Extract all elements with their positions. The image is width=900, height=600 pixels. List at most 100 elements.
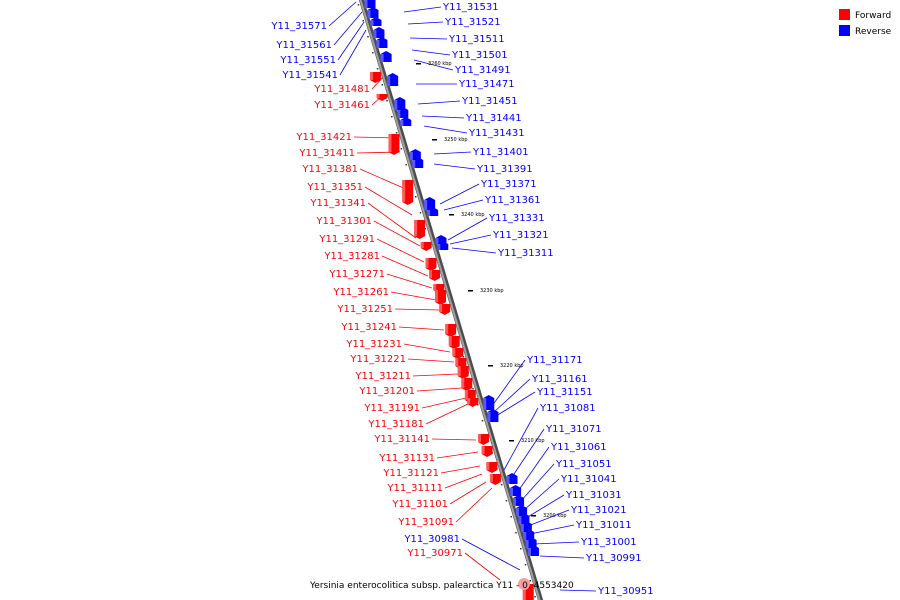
gene-forward[interactable] [467, 398, 479, 407]
gene-label-reverse[interactable]: Y11_31061 [550, 442, 607, 453]
gene-label-forward[interactable]: Y11_31241 [340, 322, 397, 333]
gene-reverse[interactable] [394, 97, 406, 110]
gene-label-reverse[interactable]: Y11_31491 [454, 65, 511, 76]
gene-reverse[interactable] [397, 107, 409, 118]
gene-label-reverse[interactable]: Y11_31471 [458, 79, 515, 90]
gene-reverse[interactable] [400, 117, 412, 126]
gene-label-reverse[interactable]: Y11_31331 [488, 213, 545, 224]
gene-forward[interactable] [486, 462, 498, 473]
gene-label-reverse[interactable]: Y11_31011 [575, 520, 632, 531]
gene-label-reverse[interactable]: Y11_31521 [444, 17, 501, 28]
gene-reverse[interactable] [387, 73, 399, 86]
gene-label-reverse[interactable]: Y11_31311 [497, 248, 554, 259]
gene-label-reverse[interactable]: Y11_31371 [480, 179, 537, 190]
gene-label-forward[interactable]: Y11_31341 [309, 198, 366, 209]
gene-forward[interactable] [369, 72, 381, 83]
gene-reverse[interactable] [487, 409, 499, 422]
gene-forward[interactable] [376, 94, 388, 101]
gene-label-forward[interactable]: Y11_31201 [358, 386, 415, 397]
gene-forward[interactable] [445, 324, 457, 337]
gene-label-reverse[interactable]: Y11_31171 [526, 355, 583, 366]
gene-reverse[interactable] [523, 529, 535, 540]
gene-label-reverse[interactable]: Y11_31151 [536, 387, 593, 398]
gene-forward[interactable] [448, 336, 460, 349]
gene-label-reverse[interactable]: Y11_31391 [476, 164, 533, 175]
gene-label-forward[interactable]: Y11_31281 [323, 251, 380, 262]
gene-forward[interactable] [461, 378, 473, 391]
gene-forward[interactable] [477, 434, 489, 445]
gene-label-forward[interactable]: Y11_31481 [313, 84, 370, 95]
gene-label-forward[interactable]: Y11_31191 [363, 403, 420, 414]
gene-reverse[interactable] [483, 395, 495, 410]
gene-label-forward[interactable]: Y11_31111 [386, 483, 443, 494]
gene-labels[interactable]: Y11_31481 Y11_31461 Y11_31421 Y11_31411 Y11_… [270, 2, 653, 597]
gene-label-forward[interactable]: Y11_31271 [328, 269, 385, 280]
gene-reverse[interactable] [370, 17, 382, 26]
gene-forward[interactable] [481, 446, 493, 457]
gene-label-forward[interactable]: Y11_31221 [349, 354, 406, 365]
gene-forward[interactable] [402, 180, 414, 205]
gene-label-reverse[interactable]: Y11_31501 [451, 50, 508, 61]
gene-label-reverse[interactable]: Y11_30991 [585, 553, 642, 564]
gene-label-reverse[interactable]: Y11_31161 [531, 374, 588, 385]
gene-reverse[interactable] [424, 197, 436, 210]
gene-label-reverse[interactable]: Y11_31551 [279, 55, 336, 66]
gene-label-forward[interactable]: Y11_31231 [345, 339, 402, 350]
gene-label-reverse[interactable]: Y11_31071 [545, 424, 602, 435]
gene-label-forward[interactable]: Y11_31301 [315, 216, 372, 227]
gene-label-forward[interactable]: Y11_31411 [298, 148, 355, 159]
gene-forward[interactable] [429, 270, 441, 281]
gene-label-forward[interactable]: Y11_31351 [306, 182, 363, 193]
gene-reverse[interactable] [506, 473, 518, 484]
gene-label-reverse[interactable]: Y11_31031 [565, 490, 622, 501]
gene-label-reverse[interactable]: Y11_31571 [270, 21, 327, 32]
gene-label-reverse[interactable]: Y11_31511 [448, 34, 505, 45]
gene-reverse[interactable] [518, 513, 530, 524]
gene-reverse[interactable] [409, 149, 421, 160]
gene-label-reverse[interactable]: Y11_30981 [403, 534, 460, 545]
gene-label-forward[interactable]: Y11_30971 [406, 548, 463, 559]
gene-label-reverse[interactable]: Y11_31441 [465, 113, 522, 124]
gene-reverse[interactable] [435, 235, 447, 244]
gene-reverse[interactable] [525, 537, 537, 548]
gene-forward[interactable] [414, 220, 426, 239]
gene-forward[interactable] [435, 290, 447, 305]
gene-forward[interactable] [439, 304, 451, 315]
gene-label-forward[interactable]: Y11_31251 [336, 304, 393, 315]
gene-forward[interactable] [425, 258, 437, 271]
gene-label-forward[interactable]: Y11_31181 [367, 419, 424, 430]
gene-forward[interactable] [489, 474, 501, 485]
gene-label-reverse[interactable]: Y11_31451 [461, 96, 518, 107]
gene-label-reverse[interactable]: Y11_31561 [275, 40, 332, 51]
gene-label-reverse[interactable]: Y11_31531 [442, 2, 499, 13]
gene-reverse[interactable] [516, 505, 528, 516]
gene-label-reverse[interactable]: Y11_31401 [472, 147, 529, 158]
gene-reverse[interactable] [364, 0, 376, 8]
gene-label-reverse[interactable]: Y11_31041 [560, 474, 617, 485]
gene-reverse[interactable] [373, 27, 385, 38]
gene-label-forward[interactable]: Y11_31461 [313, 100, 370, 111]
gene-label-forward[interactable]: Y11_31141 [373, 434, 430, 445]
gene-label-reverse[interactable]: Y11_30951 [597, 586, 654, 597]
gene-label-reverse[interactable]: Y11_31541 [281, 70, 338, 81]
gene-reverse[interactable] [513, 495, 525, 506]
gene-reverse[interactable] [437, 241, 449, 250]
gene-label-reverse[interactable]: Y11_31021 [570, 505, 627, 516]
gene-reverse[interactable] [412, 157, 424, 168]
gene-label-forward[interactable]: Y11_31261 [332, 287, 389, 298]
gene-reverse[interactable] [380, 51, 392, 62]
gene-forward[interactable] [388, 134, 400, 155]
gene-reverse[interactable] [527, 545, 539, 556]
gene-forward[interactable] [452, 348, 464, 359]
gene-reverse[interactable] [520, 521, 532, 532]
gene-label-reverse[interactable]: Y11_31361 [484, 195, 541, 206]
gene-reverse[interactable] [367, 7, 379, 18]
gene-label-forward[interactable]: Y11_31101 [391, 499, 448, 510]
gene-label-reverse[interactable]: Y11_31321 [492, 230, 549, 241]
gene-label-forward[interactable]: Y11_31381 [301, 164, 358, 175]
gene-label-forward[interactable]: Y11_31421 [295, 132, 352, 143]
gene-reverse[interactable] [510, 485, 522, 496]
gene-reverse[interactable] [376, 37, 388, 48]
gene-reverse[interactable] [427, 207, 439, 216]
gene-forward[interactable] [457, 366, 469, 379]
